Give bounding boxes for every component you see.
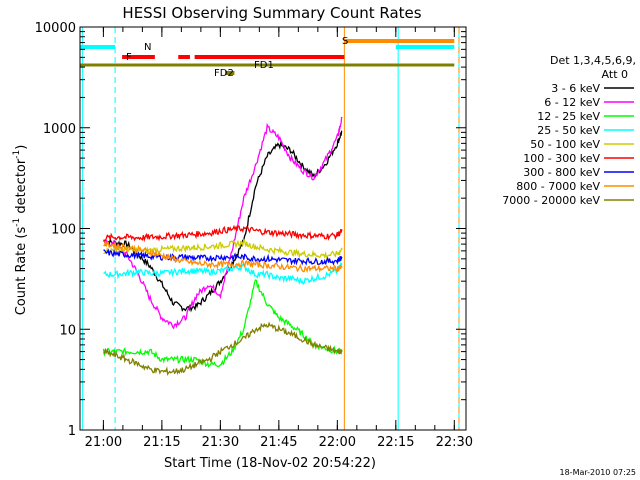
chart-title: HESSI Observing Summary Count Rates <box>122 4 421 22</box>
legend-label: 7000 - 20000 keV <box>502 194 600 207</box>
y-tick-label: 100 <box>51 223 76 238</box>
legend-label: 300 - 800 keV <box>523 166 600 179</box>
legend-label: 6 - 12 keV <box>544 96 600 109</box>
x-axis-label: Start Time (18-Nov-02 20:54:22) <box>164 456 376 471</box>
legend-header-2: Att 0 <box>602 68 628 81</box>
x-tick-label: 21:45 <box>260 435 297 450</box>
y-tick-label: 10 <box>59 323 76 338</box>
x-tick-label: 21:00 <box>85 435 122 450</box>
flag-label-n: N <box>144 42 151 53</box>
y-tick-labels: 1 10 100 1000 10000 <box>35 21 76 439</box>
x-tick-label: 22:30 <box>436 435 473 450</box>
series-line-5 <box>103 224 343 243</box>
legend-label: 12 - 25 keV <box>537 110 600 123</box>
x-tick-label: 22:15 <box>377 435 414 450</box>
x-tick-label: 21:15 <box>143 435 180 450</box>
legend-header-1: Det 1,3,4,5,6,9, <box>550 54 636 67</box>
flag-label-fd1: FD1 <box>254 60 274 71</box>
y-label-sup1: -1 <box>12 218 22 227</box>
flag-label-s: S <box>342 36 348 47</box>
flag-label-fd2: FD2 <box>214 68 234 79</box>
legend-label: 3 - 6 keV <box>551 82 600 95</box>
series-lines <box>102 116 343 376</box>
x-tick-label: 21:30 <box>202 435 239 450</box>
plot-background <box>80 27 466 430</box>
y-label-suffix: ) <box>14 145 29 150</box>
x-tick-label: 22:00 <box>319 435 356 450</box>
x-tick-labels: 21:00 21:15 21:30 21:45 22:00 22:15 22:30 <box>85 435 473 450</box>
y-label-mid: detector <box>14 158 29 218</box>
series-line-2 <box>102 279 343 368</box>
legend-label: 25 - 50 keV <box>537 124 600 137</box>
legend-label: 100 - 300 keV <box>523 152 600 165</box>
y-label-prefix: Count Rate (s <box>14 227 29 316</box>
y-axis-label: Count Rate (s-1 detector-1) <box>12 145 29 316</box>
series-line-7 <box>103 240 343 274</box>
y-tick-label: 10000 <box>35 21 76 36</box>
legend-label: 800 - 7000 keV <box>516 180 600 193</box>
series-line-8 <box>103 321 343 376</box>
legend-label: 50 - 100 keV <box>530 138 600 151</box>
y-tick-label: 1000 <box>43 122 76 137</box>
footer-timestamp: 18-Mar-2010 07:25 <box>560 468 637 477</box>
flag-label-f: F <box>126 52 132 63</box>
y-tick-label: 1 <box>68 424 76 439</box>
plot-area <box>80 27 466 430</box>
series-line-1 <box>103 116 343 330</box>
y-label-sup2: -1 <box>12 150 22 159</box>
series-line-6 <box>103 248 343 266</box>
flag-bars: N S F FD1 FD2 <box>80 36 455 79</box>
axes <box>79 26 467 431</box>
series-line-3 <box>103 261 343 286</box>
